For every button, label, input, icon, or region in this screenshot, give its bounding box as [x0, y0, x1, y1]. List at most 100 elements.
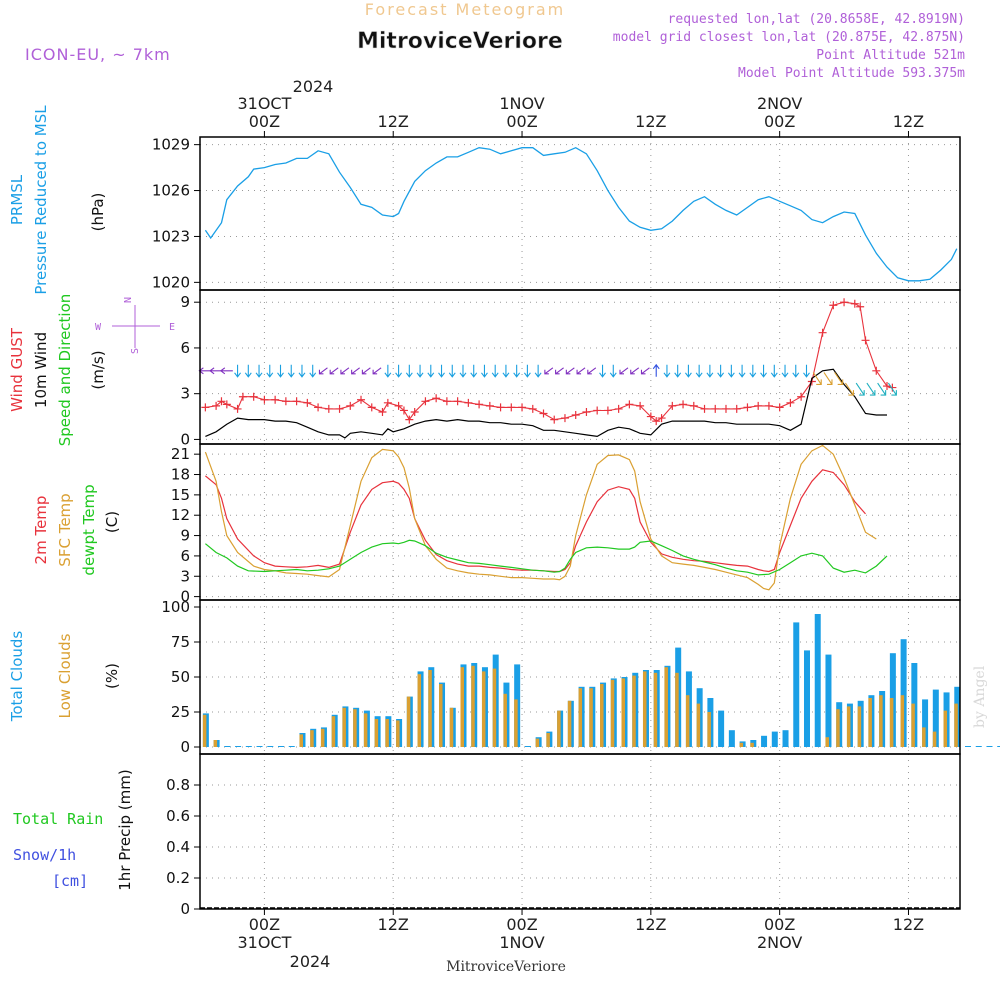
- wind-direction-arrow: [523, 364, 531, 378]
- wind-direction-arrow: [491, 364, 499, 378]
- panel-temperature: 0 3 6 9 12 15 18 21: [171, 444, 960, 606]
- total-clouds-bar: [814, 614, 821, 747]
- page-title: MitroviceVeriore: [357, 29, 563, 54]
- wind-direction-arrow: [738, 364, 746, 378]
- gust-marker: [539, 409, 548, 418]
- low-clouds-bar: [739, 742, 744, 747]
- gust-marker: [818, 328, 827, 337]
- bottom-axis-time: 12Z: [893, 915, 924, 934]
- temperature-ytick-label: 12: [171, 506, 190, 524]
- wind-unit-label: (m/s): [89, 350, 107, 389]
- wind-direction-arrow: [609, 364, 617, 378]
- low-clouds-bar: [911, 703, 915, 747]
- wind-direction-arrow: [674, 364, 682, 378]
- wind-direction-arrow: [823, 372, 833, 385]
- gust-marker: [571, 411, 580, 420]
- low-clouds-bar: [514, 699, 518, 747]
- pressure-label-long: Pressure Reduced to MSL: [32, 105, 50, 295]
- wind-direction-arrow: [329, 367, 339, 375]
- low-clouds-bar: [213, 740, 218, 747]
- bottom-station-label: MitroviceVeriore: [446, 959, 566, 975]
- gust-marker: [636, 401, 645, 410]
- temperature-ytick-label: 15: [171, 486, 190, 504]
- gust-marker: [764, 401, 773, 410]
- low-clouds-bar: [353, 709, 357, 747]
- low-clouds-bar: [653, 672, 658, 747]
- temperature-ytick-label: 6: [180, 547, 190, 565]
- clouds-ytick-label: 75: [171, 633, 190, 651]
- gust-marker: [883, 382, 892, 391]
- total-rain-label: Total Rain: [13, 810, 103, 828]
- low-clouds-bar: [331, 716, 336, 747]
- low-clouds-bar: [396, 720, 400, 747]
- total-clouds-bar: [245, 746, 252, 747]
- low-clouds-bar: [557, 710, 561, 747]
- total-clouds-bar: [267, 746, 274, 747]
- top-axis-time: 00Z: [249, 112, 280, 131]
- total-clouds-bar: [524, 746, 531, 747]
- low-clouds-bar: [685, 695, 690, 747]
- top-axis-date: 1NOV: [499, 94, 544, 113]
- gust-marker: [560, 414, 569, 423]
- wind-direction-arrow: [298, 364, 306, 378]
- low-clouds-bar: [632, 675, 636, 747]
- low-clouds-bar: [836, 709, 840, 747]
- compass-east: E: [169, 322, 175, 333]
- wind-direction-arrow: [416, 364, 424, 378]
- wind-direction-arrow: [277, 364, 284, 378]
- wind-direction-arrow: [513, 364, 521, 378]
- total-clouds-bar: [224, 746, 231, 747]
- clouds-ytick-label: 0: [180, 738, 190, 756]
- precip-ytick-label: 0.8: [166, 776, 190, 794]
- total-clouds-bar: [922, 699, 929, 747]
- wind-direction-arrow: [812, 372, 822, 385]
- low-clouds-bar: [535, 738, 540, 747]
- compass-south: S: [130, 348, 141, 354]
- info-point-altitude: Point Altitude 521m: [816, 48, 965, 63]
- total-clouds-bar: [278, 746, 285, 747]
- wind-direction-arrow: [309, 364, 317, 378]
- precip-ytick-label: 0: [180, 900, 190, 918]
- gust-marker: [271, 395, 280, 404]
- low-clouds-bar: [374, 719, 379, 747]
- gust-marker: [829, 301, 838, 310]
- bottom-axis-date: 1NOV: [499, 933, 544, 952]
- gust-marker: [260, 395, 269, 404]
- wind-direction-arrow: [717, 364, 725, 378]
- info-closest: model grid closest lon,lat (20.875E, 42.…: [613, 30, 965, 45]
- gust-marker: [550, 415, 559, 424]
- total-clouds-bar: [997, 746, 1000, 747]
- wind-direction-arrow: [234, 364, 242, 378]
- gust-marker: [840, 298, 849, 307]
- low-clouds-bar: [492, 668, 497, 747]
- gust-marker: [405, 415, 414, 424]
- pressure-ytick-label: 1026: [152, 182, 190, 200]
- wind-direction-arrow: [534, 364, 542, 378]
- gust-marker: [249, 392, 258, 401]
- low-clouds-bar: [385, 719, 389, 747]
- low-clouds-bar: [449, 707, 454, 747]
- total-clouds-bar: [761, 735, 768, 747]
- dewpoint-line: [205, 539, 888, 576]
- compass-west: W: [95, 322, 102, 333]
- total-clouds-label: Total Clouds: [8, 631, 26, 723]
- low-clouds-bar: [310, 730, 314, 747]
- gust-marker: [593, 406, 602, 415]
- top-axis-time: 12Z: [635, 112, 666, 131]
- sfc-temp-line: [204, 444, 877, 591]
- gust-marker: [324, 404, 333, 413]
- low-clouds-bar: [481, 671, 486, 747]
- low-clouds-bar: [299, 734, 303, 747]
- gust-marker: [346, 401, 355, 410]
- wind-direction-arrow: [866, 382, 876, 396]
- low-clouds-bar: [578, 688, 583, 747]
- wind-direction-arrow: [587, 367, 597, 375]
- compass-north: N: [123, 297, 134, 303]
- clouds-ytick-label: 50: [171, 668, 190, 686]
- low-clouds-bar: [675, 672, 679, 747]
- wind-direction-arrow: [244, 364, 252, 378]
- wind-direction-arrow: [405, 364, 413, 378]
- temperature-ytick-label: 9: [180, 527, 190, 545]
- low-clouds-bar: [621, 678, 626, 747]
- wind-direction-arrow: [619, 367, 629, 375]
